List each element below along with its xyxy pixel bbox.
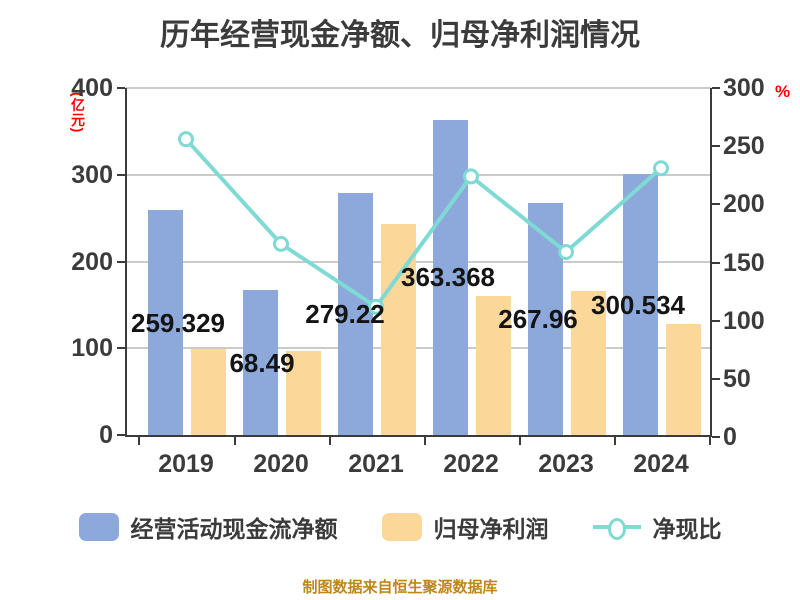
left-axis-tick-label: 0 [99,421,113,449]
right-axis-tick-label: 250 [723,132,765,161]
left-axis-tick [117,173,125,176]
right-axis-tick [712,87,720,89]
left-axis-tick [117,260,125,263]
gridline [126,87,711,89]
x-axis-category-2019: 2019 [158,450,214,478]
bar-value-label-2021: 279.22 [305,298,385,329]
legend-label: 净现比 [652,516,722,542]
left-axis-unit-label: (亿元) [70,92,86,134]
line-path [184,137,663,309]
x-axis-line [125,435,712,437]
x-axis-tick [233,437,236,445]
x-axis-category-2024: 2024 [633,450,689,478]
line-marker-2020[interactable] [273,235,289,252]
bar-operating-cashflow-2022[interactable] [433,119,468,435]
line-marker-2024[interactable] [653,160,669,177]
bar-net-profit-2022[interactable] [476,296,511,435]
line-marker-2019[interactable] [178,131,194,148]
bar-operating-cashflow-2023[interactable] [528,202,563,435]
x-axis-tick [328,437,331,445]
legend-item-1[interactable]: 归母净利润 [381,510,549,544]
left-axis-tick [117,87,125,89]
bar-net-profit-2020[interactable] [286,351,321,435]
bar-operating-cashflow-2021[interactable] [338,192,373,435]
legend-line-marker [592,513,641,541]
bar-operating-cashflow-2020[interactable] [243,290,278,435]
x-axis-tick [423,437,426,445]
legend-item-0[interactable]: 经营活动现金流净额 [78,510,338,544]
legend-label: 归母净利润 [433,516,549,542]
legend: 经营活动现金流净额 归母净利润 净现比 [0,510,800,544]
legend-swatch [78,513,119,541]
line-marker-2021[interactable] [368,298,384,315]
right-axis-tick-label: 50 [723,364,751,393]
right-axis-tick-label: 0 [723,423,737,451]
legend-label: 经营活动现金流净额 [130,516,338,542]
x-axis-tick [709,437,711,445]
bar-net-profit-2023[interactable] [571,290,606,435]
right-axis-tick-label: 150 [723,248,765,277]
bar-net-profit-2019[interactable] [191,349,226,435]
right-axis-tick [712,203,720,206]
source-note: 制图数据来自恒生聚源数据库 [302,579,498,596]
right-axis-unit-label: % [775,82,791,101]
line-marker-2022[interactable] [463,168,479,185]
chart-title: 历年经营现金净额、归母净利润情况 [160,19,640,52]
right-axis-tick [712,319,720,322]
x-axis-tick [138,437,140,445]
bar-net-profit-2024[interactable] [666,323,701,435]
right-axis-tick-label: 100 [723,306,765,335]
bar-value-label-2024: 300.534 [591,289,685,320]
left-axis-tick-label: 200 [71,247,113,276]
bar-value-label-2022: 363.368 [401,262,495,293]
gridline [126,173,711,176]
x-axis-tick [613,437,616,445]
right-axis-line [710,88,712,437]
legend-swatch [381,513,422,541]
left-axis-tick-label: 400 [71,74,113,102]
bar-operating-cashflow-2024[interactable] [623,174,658,435]
bar-value-label-2019: 259.329 [131,307,225,338]
x-axis-tick [518,437,521,445]
left-axis-tick-label: 100 [71,334,113,363]
x-axis-category-2022: 2022 [443,450,499,478]
x-axis-category-2020: 2020 [253,450,309,478]
x-axis-category-2021: 2021 [348,450,404,478]
gridline [126,347,711,350]
line-marker-2023[interactable] [558,244,574,261]
bar-value-label-2023: 267.96 [498,303,578,334]
left-axis-tick-label: 300 [71,160,113,189]
right-axis-tick [712,145,720,148]
x-axis-category-2023: 2023 [538,450,594,478]
legend-item-2[interactable]: 净现比 [592,510,722,544]
right-axis-tick [712,377,720,380]
left-axis-tick [117,347,125,350]
left-axis-line [125,88,127,437]
right-axis-tick-label: 200 [723,190,765,219]
bar-operating-cashflow-2019[interactable] [148,210,183,435]
right-axis-tick [712,261,720,264]
left-axis-tick [117,434,125,436]
right-axis-tick-label: 300 [723,74,765,102]
bar-value-label-2020: 68.49 [229,347,295,378]
right-axis-tick [712,436,720,438]
gridline [126,260,711,263]
